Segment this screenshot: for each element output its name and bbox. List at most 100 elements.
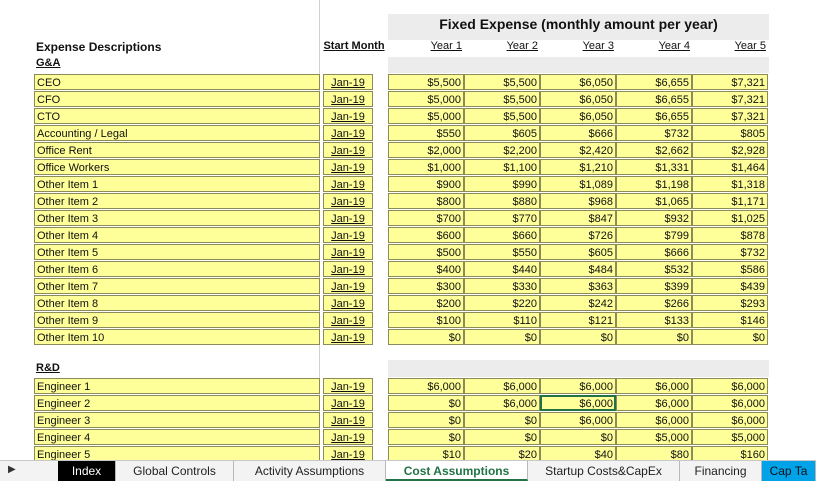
year-5-value-cell[interactable]: $1,464: [692, 159, 768, 175]
year-1-value-cell[interactable]: $700: [388, 210, 464, 226]
year-2-value-cell[interactable]: $0: [464, 329, 540, 345]
year-4-value-cell[interactable]: $80: [616, 446, 692, 460]
year-2-value-cell[interactable]: $440: [464, 261, 540, 277]
year-1-value-cell[interactable]: $0: [388, 329, 464, 345]
year-4-value-cell[interactable]: $666: [616, 244, 692, 260]
tab-index[interactable]: Index: [58, 461, 116, 481]
year-2-value-cell[interactable]: $6,000: [464, 378, 540, 394]
year-3-value-cell[interactable]: $2,420: [540, 142, 616, 158]
year-4-value-cell[interactable]: $6,000: [616, 378, 692, 394]
expense-description-cell[interactable]: Other Item 4: [34, 227, 320, 243]
tab-financing[interactable]: Financing: [680, 461, 762, 481]
start-month-cell[interactable]: Jan-19: [323, 446, 373, 460]
year-5-value-cell[interactable]: $0: [692, 329, 768, 345]
expense-description-cell[interactable]: Other Item 3: [34, 210, 320, 226]
year-3-value-cell[interactable]: $40: [540, 446, 616, 460]
expense-description-cell[interactable]: CFO: [34, 91, 320, 107]
start-month-cell[interactable]: Jan-19: [323, 125, 373, 141]
start-month-cell[interactable]: Jan-19: [323, 142, 373, 158]
year-3-value-cell[interactable]: $363: [540, 278, 616, 294]
year-2-value-cell[interactable]: $990: [464, 176, 540, 192]
year-5-value-cell[interactable]: $1,318: [692, 176, 768, 192]
expense-description-cell[interactable]: Other Item 1: [34, 176, 320, 192]
year-5-value-cell[interactable]: $1,025: [692, 210, 768, 226]
start-month-cell[interactable]: Jan-19: [323, 176, 373, 192]
year-3-value-cell[interactable]: $0: [540, 429, 616, 445]
year-1-value-cell[interactable]: $0: [388, 395, 464, 411]
year-5-value-cell[interactable]: $293: [692, 295, 768, 311]
year-5-value-cell[interactable]: $805: [692, 125, 768, 141]
year-1-value-cell[interactable]: $5,000: [388, 91, 464, 107]
year-5-value-cell[interactable]: $586: [692, 261, 768, 277]
year-2-value-cell[interactable]: $0: [464, 412, 540, 428]
year-2-value-cell[interactable]: $880: [464, 193, 540, 209]
expense-description-cell[interactable]: Other Item 2: [34, 193, 320, 209]
year-5-value-cell[interactable]: $7,321: [692, 108, 768, 124]
year-1-value-cell[interactable]: $400: [388, 261, 464, 277]
year-1-value-cell[interactable]: $550: [388, 125, 464, 141]
start-month-cell[interactable]: Jan-19: [323, 91, 373, 107]
year-2-value-cell[interactable]: $6,000: [464, 395, 540, 411]
start-month-cell[interactable]: Jan-19: [323, 295, 373, 311]
tab-cap-table[interactable]: Cap Ta: [762, 461, 816, 481]
year-3-value-cell[interactable]: $6,050: [540, 108, 616, 124]
year-3-value-cell[interactable]: $1,089: [540, 176, 616, 192]
start-month-cell[interactable]: Jan-19: [323, 312, 373, 328]
expense-description-cell[interactable]: Accounting / Legal: [34, 125, 320, 141]
year-5-value-cell[interactable]: $732: [692, 244, 768, 260]
year-4-value-cell[interactable]: $6,000: [616, 412, 692, 428]
year-2-value-cell[interactable]: $0: [464, 429, 540, 445]
start-month-cell[interactable]: Jan-19: [323, 412, 373, 428]
tab-scroll-right-icon[interactable]: ▶: [8, 464, 16, 475]
year-3-value-cell[interactable]: $121: [540, 312, 616, 328]
year-1-value-cell[interactable]: $2,000: [388, 142, 464, 158]
expense-description-cell[interactable]: CEO: [34, 74, 320, 90]
start-month-cell[interactable]: Jan-19: [323, 74, 373, 90]
year-1-value-cell[interactable]: $0: [388, 412, 464, 428]
year-5-value-cell[interactable]: $6,000: [692, 412, 768, 428]
year-3-value-cell[interactable]: $6,000: [540, 395, 616, 411]
year-2-value-cell[interactable]: $5,500: [464, 108, 540, 124]
year-4-value-cell[interactable]: $1,065: [616, 193, 692, 209]
year-3-value-cell[interactable]: $6,000: [540, 378, 616, 394]
year-1-value-cell[interactable]: $600: [388, 227, 464, 243]
year-4-value-cell[interactable]: $399: [616, 278, 692, 294]
year-2-value-cell[interactable]: $5,500: [464, 91, 540, 107]
start-month-cell[interactable]: Jan-19: [323, 429, 373, 445]
year-5-value-cell[interactable]: $7,321: [692, 74, 768, 90]
year-3-value-cell[interactable]: $726: [540, 227, 616, 243]
year-3-value-cell[interactable]: $605: [540, 244, 616, 260]
year-4-value-cell[interactable]: $6,655: [616, 91, 692, 107]
expense-description-cell[interactable]: Engineer 3: [34, 412, 320, 428]
spreadsheet-grid[interactable]: Fixed Expense (monthly amount per year) …: [0, 0, 816, 460]
expense-description-cell[interactable]: Other Item 5: [34, 244, 320, 260]
year-5-value-cell[interactable]: $146: [692, 312, 768, 328]
expense-description-cell[interactable]: Engineer 5: [34, 446, 320, 460]
year-3-value-cell[interactable]: $1,210: [540, 159, 616, 175]
year-5-value-cell[interactable]: $160: [692, 446, 768, 460]
year-3-value-cell[interactable]: $847: [540, 210, 616, 226]
year-2-value-cell[interactable]: $770: [464, 210, 540, 226]
year-2-value-cell[interactable]: $330: [464, 278, 540, 294]
year-4-value-cell[interactable]: $5,000: [616, 429, 692, 445]
year-5-value-cell[interactable]: $439: [692, 278, 768, 294]
expense-description-cell[interactable]: Other Item 9: [34, 312, 320, 328]
year-2-value-cell[interactable]: $2,200: [464, 142, 540, 158]
year-4-value-cell[interactable]: $2,662: [616, 142, 692, 158]
year-4-value-cell[interactable]: $1,198: [616, 176, 692, 192]
year-2-value-cell[interactable]: $1,100: [464, 159, 540, 175]
year-1-value-cell[interactable]: $500: [388, 244, 464, 260]
start-month-cell[interactable]: Jan-19: [323, 278, 373, 294]
expense-description-cell[interactable]: Office Workers: [34, 159, 320, 175]
start-month-cell[interactable]: Jan-19: [323, 378, 373, 394]
start-month-cell[interactable]: Jan-19: [323, 395, 373, 411]
year-3-value-cell[interactable]: $484: [540, 261, 616, 277]
year-2-value-cell[interactable]: $660: [464, 227, 540, 243]
expense-description-cell[interactable]: Engineer 1: [34, 378, 320, 394]
start-month-cell[interactable]: Jan-19: [323, 329, 373, 345]
year-1-value-cell[interactable]: $6,000: [388, 378, 464, 394]
tab-global-controls[interactable]: Global Controls: [116, 461, 234, 481]
start-month-cell[interactable]: Jan-19: [323, 261, 373, 277]
year-1-value-cell[interactable]: $100: [388, 312, 464, 328]
year-1-value-cell[interactable]: $10: [388, 446, 464, 460]
